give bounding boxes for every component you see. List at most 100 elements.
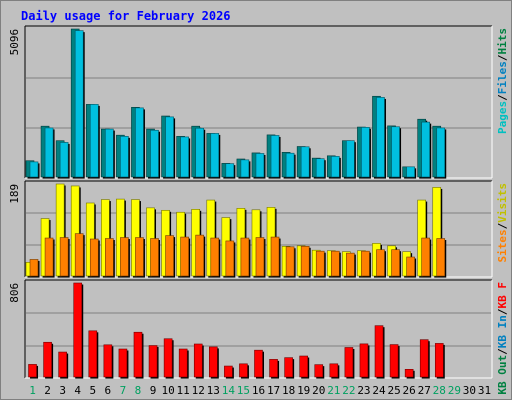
- bar-kb-f-day-24: [374, 325, 384, 378]
- bar-sites-day-26: [406, 256, 415, 277]
- panel-3-ymax-label: 806: [8, 283, 21, 303]
- bar-pages-day-27: [421, 121, 430, 178]
- bar-kb-f-day-19: [299, 355, 308, 378]
- bar-pages-day-18: [285, 152, 295, 178]
- bar-sites-day-10: [165, 235, 174, 277]
- bar-pages-day-13: [210, 133, 220, 178]
- bar-kb-f-day-26: [404, 369, 414, 378]
- bar-kb-f-day-15: [239, 363, 248, 378]
- panel-2-side-legend: Sites/Visits: [496, 183, 509, 263]
- bar-kb-f-day-6: [103, 344, 113, 378]
- bar-pages-day-6: [105, 128, 114, 178]
- bar-pages-day-12: [195, 127, 205, 178]
- x-tick-label-3: 3: [59, 384, 66, 397]
- bar-kb-f-day-14: [224, 365, 233, 378]
- x-tick-label-18: 18: [282, 384, 295, 397]
- legend-kb-in: KB In: [496, 315, 509, 348]
- bar-sites-day-8: [135, 237, 144, 277]
- bar-sites-day-19: [300, 246, 310, 277]
- bar-kb-f-day-17: [269, 359, 278, 378]
- bar-pages-day-17: [270, 135, 280, 178]
- bar-kb-f-day-28: [434, 343, 444, 378]
- bar-sites-day-22: [346, 252, 355, 277]
- bar-kb-f-day-10: [163, 338, 173, 378]
- bar-pages-day-22: [346, 140, 355, 178]
- bar-sites-day-2: [44, 237, 54, 277]
- x-tick-label-2: 2: [44, 384, 51, 397]
- bar-kb-f-day-13: [209, 346, 218, 378]
- x-tick-label-8: 8: [135, 384, 142, 397]
- bar-sites-day-20: [315, 250, 325, 277]
- bar-sites-day-4: [74, 233, 84, 277]
- bar-sites-day-14: [225, 240, 235, 277]
- bar-sites-day-5: [89, 238, 99, 277]
- bar-pages-day-24: [376, 97, 385, 178]
- bar-kb-f-day-23: [359, 343, 369, 378]
- bar-kb-f-day-21: [329, 363, 339, 378]
- legend-kb-out: KB Out: [496, 355, 509, 395]
- x-tick-label-13: 13: [207, 384, 220, 397]
- bar-sites-day-25: [391, 249, 400, 277]
- bar-pages-day-11: [180, 136, 189, 178]
- bar-pages-day-25: [391, 126, 400, 178]
- legend-files: Files: [496, 61, 509, 94]
- x-tick-label-31: 31: [478, 384, 491, 397]
- bar-kb-f-day-4: [73, 282, 83, 378]
- panel-1-ymax-label: 5096: [8, 29, 21, 56]
- x-tick-label-22: 22: [342, 384, 355, 397]
- bar-kb-f-day-8: [133, 331, 143, 378]
- bar-kb-f-day-20: [314, 364, 324, 378]
- panel-1-side-legend: Pages/Files/Hits: [496, 28, 509, 134]
- bar-sites-day-9: [150, 238, 159, 277]
- bar-kb-f-day-1: [28, 364, 37, 378]
- bar-sites-day-13: [210, 237, 220, 277]
- bar-kb-f-day-12: [193, 343, 203, 378]
- x-tick-label-19: 19: [297, 384, 310, 397]
- bar-sites-day-15: [240, 237, 250, 277]
- bar-pages-day-16: [255, 153, 265, 178]
- bar-pages-day-28: [436, 127, 446, 178]
- x-tick-label-7: 7: [120, 384, 127, 397]
- bar-sites-day-16: [255, 237, 265, 277]
- x-tick-label-9: 9: [150, 384, 157, 397]
- panel-3-side-legend: KB Out/KB In/KB F: [496, 282, 509, 395]
- bar-kb-f-day-27: [419, 339, 429, 378]
- bar-pages-day-9: [150, 129, 159, 178]
- bar-kb-f-day-7: [118, 348, 128, 378]
- x-tick-label-20: 20: [312, 384, 325, 397]
- legend-pages: Pages: [496, 101, 509, 134]
- bar-sites-day-6: [105, 238, 114, 277]
- bar-pages-day-5: [89, 104, 99, 178]
- bar-pages-day-23: [361, 127, 370, 178]
- bar-kb-f-day-2: [43, 341, 52, 378]
- x-tick-label-30: 30: [463, 384, 476, 397]
- bar-sites-day-1: [29, 259, 39, 277]
- bar-sites-day-28: [436, 238, 446, 277]
- bar-sites-day-17: [270, 236, 280, 277]
- x-tick-label-6: 6: [105, 384, 112, 397]
- x-tick-label-17: 17: [267, 384, 280, 397]
- x-tick-label-10: 10: [161, 384, 174, 397]
- bar-sites-day-27: [421, 237, 430, 277]
- x-tick-label-1: 1: [29, 384, 36, 397]
- x-tick-label-4: 4: [74, 384, 81, 397]
- bar-kb-f-day-25: [389, 344, 399, 378]
- bar-pages-day-4: [74, 30, 84, 178]
- chart-title: Daily usage for February 2026: [21, 9, 231, 23]
- bar-pages-day-14: [225, 163, 235, 178]
- legend-sites: Sites: [496, 229, 509, 262]
- panel-2-ymax-label: 189: [8, 184, 21, 204]
- bar-pages-day-10: [165, 116, 174, 178]
- bar-pages-day-20: [315, 158, 325, 178]
- legend-visits: Visits: [496, 183, 509, 223]
- x-tick-label-27: 27: [418, 384, 431, 397]
- bar-pages-day-26: [406, 166, 415, 178]
- x-tick-label-28: 28: [433, 384, 446, 397]
- x-tick-label-24: 24: [372, 384, 386, 397]
- bar-kb-f-day-22: [344, 347, 354, 378]
- x-tick-label-11: 11: [177, 384, 190, 397]
- bar-sites-day-11: [180, 236, 189, 277]
- bar-pages-day-2: [44, 127, 54, 178]
